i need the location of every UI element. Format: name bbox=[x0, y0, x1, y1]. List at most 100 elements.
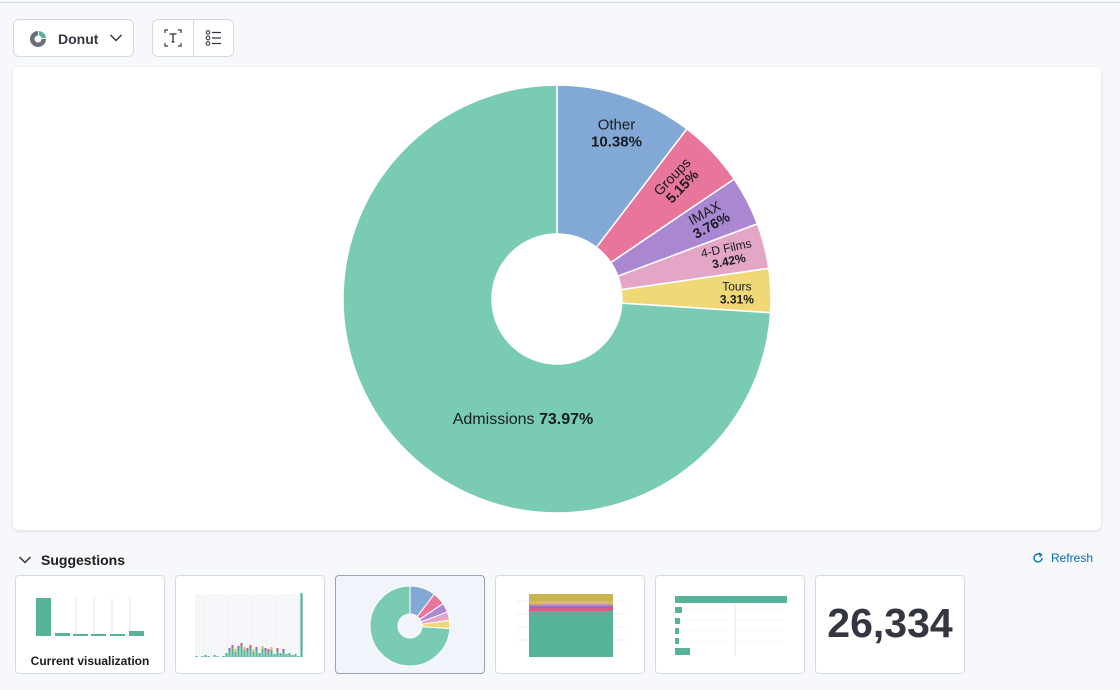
suggestion-donut[interactable] bbox=[335, 575, 485, 674]
thumb-bar-bg bbox=[219, 594, 222, 657]
thumb-bar bbox=[294, 654, 297, 657]
thumb-bar-bg bbox=[279, 594, 282, 657]
suggestions-title: Suggestions bbox=[41, 552, 126, 568]
suggestion-current-visualization[interactable]: Current visualization bbox=[15, 575, 165, 674]
thumb-bar bbox=[252, 652, 255, 657]
slice-value-4-d-films: 3.42% bbox=[711, 251, 748, 272]
chart-panel: Other 10.38% Groups 5.15% IMAX 3.76% 4-D Films… bbox=[13, 67, 1101, 530]
thumb-bar-bg bbox=[243, 594, 246, 657]
thumb-bar bbox=[234, 652, 237, 657]
thumb-bar-segment bbox=[246, 648, 249, 651]
legend-options-button[interactable] bbox=[192, 20, 234, 56]
slice-other[interactable] bbox=[556, 84, 688, 249]
slice-name-other: Other bbox=[598, 116, 636, 133]
thumb-bar-bg bbox=[234, 594, 237, 657]
thumb-bar bbox=[276, 651, 279, 657]
slice-value-tours: 3.31% bbox=[720, 292, 754, 306]
thumb-bar-bg bbox=[291, 594, 294, 657]
thumb-bar-bg bbox=[255, 594, 258, 657]
thumb-bar-bg bbox=[201, 594, 204, 657]
thumb-bar-segment bbox=[255, 647, 258, 650]
thumb-bar-segment bbox=[270, 647, 273, 650]
thumb-bar-bg bbox=[252, 594, 255, 657]
thumb-bar-bg bbox=[273, 594, 276, 657]
slice-name-tours: Tours bbox=[722, 279, 751, 293]
thumb-bar-bg bbox=[297, 594, 300, 657]
current-visualization-caption: Current visualization bbox=[30, 654, 150, 668]
thumb-bar bbox=[297, 656, 300, 657]
suggestion-stacked-bar[interactable] bbox=[175, 575, 325, 674]
thumb-bar bbox=[204, 655, 207, 657]
suggestion-horizontal-bar[interactable] bbox=[655, 575, 805, 674]
thumb-bar-bg bbox=[207, 594, 210, 657]
thumb-bar-segment bbox=[276, 648, 279, 651]
thumb-bar bbox=[216, 656, 219, 657]
chart-type-switcher[interactable]: Donut bbox=[13, 19, 134, 57]
thumb-bar-bg bbox=[237, 594, 240, 657]
thumb-bar-segment bbox=[261, 646, 264, 649]
thumb-bar-bg bbox=[258, 594, 261, 657]
thumb-bar-segment bbox=[243, 647, 246, 650]
thumb-bar bbox=[264, 651, 267, 657]
thumb-bar-bg bbox=[261, 594, 264, 657]
thumb-bar-segment bbox=[282, 649, 285, 652]
labels-options-button[interactable] bbox=[153, 20, 193, 56]
thumb-bar bbox=[300, 593, 303, 657]
thumb-bar-segment bbox=[237, 646, 240, 649]
thumb-bar-bg bbox=[264, 594, 267, 657]
thumb-bar-bg bbox=[288, 594, 291, 657]
thumb-bar-bg bbox=[276, 594, 279, 657]
thumb-bar bbox=[249, 648, 252, 657]
thumb-bar bbox=[258, 653, 261, 657]
thumb-bar-bg bbox=[249, 594, 252, 657]
thumb-bar bbox=[207, 656, 210, 657]
thumb-bar-bg bbox=[222, 594, 225, 657]
thumb-bar-bg bbox=[225, 594, 228, 657]
suggestion-metric[interactable]: 26,334 bbox=[815, 575, 965, 674]
thumb-bar-bg bbox=[210, 594, 213, 657]
thumb-bar bbox=[267, 652, 270, 657]
thumb-bar bbox=[195, 656, 198, 657]
thumb-bar-segment bbox=[267, 649, 270, 652]
thumb-bar bbox=[255, 650, 258, 657]
slice-admissions[interactable] bbox=[342, 84, 772, 514]
thumb-bar bbox=[240, 646, 243, 657]
thumb-bar-bg bbox=[228, 594, 231, 657]
thumb-bar bbox=[291, 655, 294, 657]
suggestions-toggle[interactable]: Suggestions bbox=[18, 550, 125, 570]
thumb-bar-bg bbox=[216, 594, 219, 657]
thumb-bar-bg bbox=[246, 594, 249, 657]
thumb-bar-bg bbox=[267, 594, 270, 657]
thumb-bar bbox=[246, 651, 249, 657]
thumb-bar-bg bbox=[195, 594, 198, 657]
thumb-slice-admissions bbox=[369, 585, 451, 667]
thumb-bar bbox=[270, 650, 273, 657]
horizontal-bar-thumbnail bbox=[675, 596, 787, 656]
thumb-bar bbox=[279, 653, 282, 657]
slice-value-other: 10.38% bbox=[591, 133, 642, 150]
legend-list-icon bbox=[205, 30, 221, 46]
thumb-bar-bg bbox=[270, 594, 273, 657]
thumb-bar-segment bbox=[252, 649, 255, 652]
thumb-bar bbox=[231, 648, 234, 657]
thumb-bar-bg bbox=[198, 594, 201, 657]
thumb-bar bbox=[285, 654, 288, 657]
thumb-bar bbox=[273, 654, 276, 657]
chevron-down-icon bbox=[18, 556, 32, 564]
refresh-icon bbox=[1033, 552, 1043, 563]
stacked-column-thumbnail bbox=[516, 594, 626, 657]
thumb-bar bbox=[228, 651, 231, 657]
top-divider bbox=[0, 2, 1120, 3]
thumb-bar bbox=[201, 656, 204, 657]
display-options-group bbox=[152, 19, 234, 57]
chevron-down-icon bbox=[109, 34, 123, 42]
refresh-button[interactable]: Refresh bbox=[1032, 551, 1093, 565]
slice-label-admissions: Admissions 73.97% bbox=[453, 411, 594, 428]
thumb-bar-segment bbox=[240, 643, 243, 646]
thumb-bar-segment bbox=[249, 645, 252, 648]
thumb-bar-segment bbox=[264, 648, 267, 651]
thumb-bar-bg bbox=[282, 594, 285, 657]
suggestion-stacked-area[interactable] bbox=[495, 575, 645, 674]
